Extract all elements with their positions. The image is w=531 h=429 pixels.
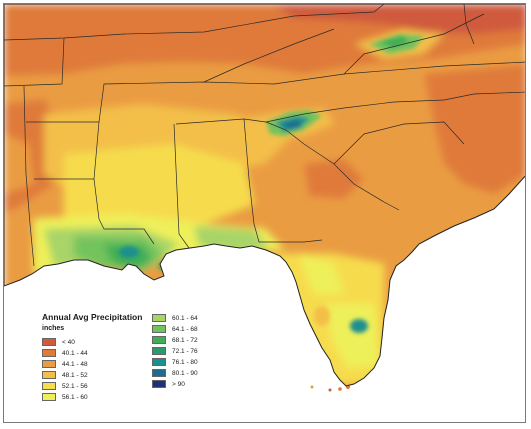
legend-item: 72.1 - 76: [152, 346, 198, 357]
legend-column-2: 60.1 - 64 64.1 - 68 68.1 - 72 72.1 - 76 76.1…: [152, 313, 198, 390]
legend-swatch: [152, 336, 166, 345]
legend-item: 44.1 - 48: [42, 359, 88, 370]
legend-column-1: < 40 40.1 - 44 44.1 - 48 48.1 - 52 52.1 - 56…: [42, 337, 88, 403]
map-frame: Annual Avg Precipitation inches < 40 40.1…: [3, 3, 526, 423]
legend-item: 80.1 - 90: [152, 368, 198, 379]
legend-swatch: [42, 360, 56, 369]
florida-keys: [310, 385, 350, 392]
legend-label: 72.1 - 76: [172, 347, 198, 355]
state-boundaries: [4, 4, 525, 267]
legend-item: 68.1 - 72: [152, 335, 198, 346]
legend-item: 56.1 - 60: [42, 392, 88, 403]
legend-label: < 40: [62, 338, 75, 346]
legend-item: 76.1 - 80: [152, 357, 198, 368]
legend-label: 68.1 - 72: [172, 336, 198, 344]
legend: Annual Avg Precipitation inches < 40 40.1…: [34, 312, 234, 402]
legend-label: > 90: [172, 380, 185, 388]
legend-swatch: [42, 382, 56, 391]
legend-item: 52.1 - 56: [42, 381, 88, 392]
legend-label: 56.1 - 60: [62, 393, 88, 401]
legend-swatch: [152, 380, 166, 389]
legend-units: inches: [42, 325, 65, 332]
legend-swatch: [42, 349, 56, 358]
legend-swatch: [42, 393, 56, 402]
legend-swatch: [42, 371, 56, 380]
legend-label: 80.1 - 90: [172, 369, 198, 377]
precipitation-field: [4, 4, 525, 386]
legend-label: 44.1 - 48: [62, 360, 88, 368]
legend-item: < 40: [42, 337, 88, 348]
legend-label: 52.1 - 56: [62, 382, 88, 390]
legend-label: 40.1 - 44: [62, 349, 88, 357]
legend-title: Annual Avg Precipitation: [42, 312, 143, 322]
legend-label: 48.1 - 52: [62, 371, 88, 379]
legend-label: 60.1 - 64: [172, 314, 198, 322]
legend-item: 48.1 - 52: [42, 370, 88, 381]
legend-label: 76.1 - 80: [172, 358, 198, 366]
legend-item: 60.1 - 64: [152, 313, 198, 324]
legend-item: 40.1 - 44: [42, 348, 88, 359]
legend-swatch: [152, 314, 166, 323]
legend-label: 64.1 - 68: [172, 325, 198, 333]
legend-swatch: [152, 347, 166, 356]
legend-swatch: [152, 358, 166, 367]
legend-item: > 90: [152, 379, 198, 390]
legend-swatch: [152, 369, 166, 378]
legend-item: 64.1 - 68: [152, 324, 198, 335]
legend-swatch: [152, 325, 166, 334]
precipitation-map: [4, 4, 525, 422]
legend-swatch: [42, 338, 56, 347]
